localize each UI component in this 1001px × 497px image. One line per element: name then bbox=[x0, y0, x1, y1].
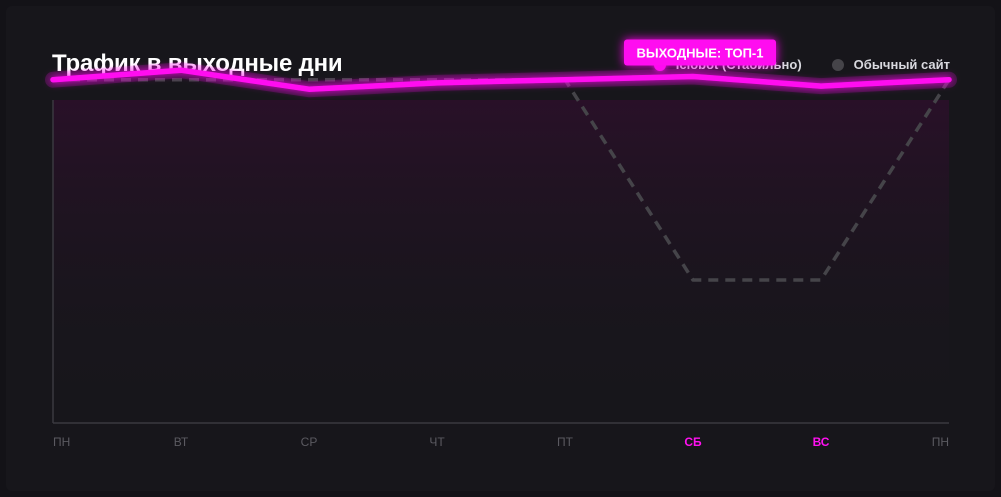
x-tick-label: ВС bbox=[813, 435, 830, 449]
x-tick-label: ВТ bbox=[174, 435, 189, 449]
x-tick-label: ПН bbox=[53, 435, 70, 449]
series-line-iclobot bbox=[50, 67, 952, 92]
x-tick-label: ПН bbox=[932, 435, 949, 449]
badge-background bbox=[624, 39, 776, 66]
x-tick-label: СБ bbox=[684, 435, 702, 449]
x-tick-label: ЧТ bbox=[429, 435, 445, 449]
x-tick-label: ПТ bbox=[557, 435, 574, 449]
badge-text: ВЫХОДНЫЕ: ТОП-1 bbox=[636, 46, 763, 61]
top-badge: ВЫХОДНЫЕ: ТОП-1 bbox=[624, 39, 776, 66]
legend-label-regular-site: Обычный сайт bbox=[853, 57, 950, 72]
x-tick-label: СР bbox=[301, 435, 318, 449]
legend-marker-regular-site bbox=[831, 58, 844, 71]
legend-item-regular-site[interactable]: Обычный сайт bbox=[831, 57, 950, 72]
plot-area bbox=[53, 100, 949, 423]
